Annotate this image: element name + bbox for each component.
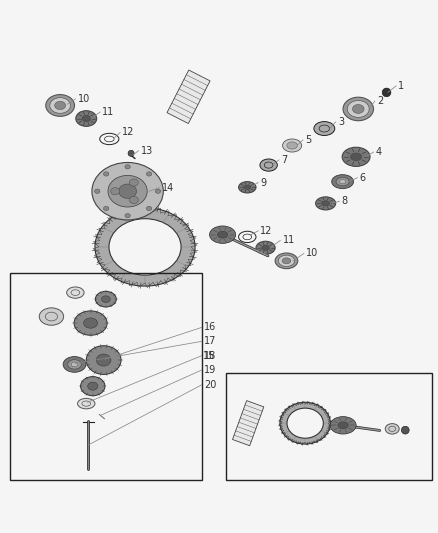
Ellipse shape: [119, 184, 137, 198]
Ellipse shape: [103, 206, 109, 211]
Ellipse shape: [209, 226, 236, 244]
Ellipse shape: [262, 245, 269, 251]
Ellipse shape: [68, 360, 81, 369]
Bar: [226, 373, 432, 480]
Ellipse shape: [278, 255, 295, 266]
Text: 8: 8: [342, 196, 348, 206]
Text: 14: 14: [162, 183, 174, 193]
Ellipse shape: [129, 179, 138, 186]
Ellipse shape: [264, 162, 273, 168]
Ellipse shape: [125, 165, 130, 169]
Ellipse shape: [389, 426, 396, 431]
Text: 17: 17: [204, 336, 216, 346]
Ellipse shape: [39, 308, 64, 325]
Ellipse shape: [81, 377, 105, 396]
Text: 10: 10: [78, 94, 90, 104]
Ellipse shape: [338, 422, 348, 429]
Ellipse shape: [350, 153, 362, 160]
Text: 10: 10: [306, 248, 318, 259]
Text: 16: 16: [204, 322, 216, 333]
Ellipse shape: [82, 401, 91, 406]
Ellipse shape: [86, 346, 121, 375]
Ellipse shape: [336, 177, 349, 186]
Ellipse shape: [260, 159, 277, 171]
Ellipse shape: [46, 312, 57, 321]
Ellipse shape: [330, 417, 356, 434]
Ellipse shape: [74, 311, 107, 335]
Text: 3: 3: [338, 117, 344, 127]
Circle shape: [128, 150, 134, 156]
Ellipse shape: [67, 287, 84, 298]
Ellipse shape: [95, 189, 100, 193]
Ellipse shape: [332, 175, 353, 189]
Ellipse shape: [71, 362, 78, 367]
Ellipse shape: [342, 147, 370, 166]
Ellipse shape: [353, 104, 364, 114]
Circle shape: [401, 426, 409, 434]
Ellipse shape: [280, 402, 330, 444]
Ellipse shape: [343, 97, 374, 120]
Ellipse shape: [239, 182, 256, 193]
Text: 15: 15: [203, 351, 215, 361]
Ellipse shape: [321, 201, 330, 206]
Text: 13: 13: [141, 146, 153, 156]
Ellipse shape: [50, 98, 71, 114]
Ellipse shape: [217, 231, 228, 238]
Ellipse shape: [88, 382, 98, 390]
Text: 1: 1: [398, 81, 404, 91]
Ellipse shape: [63, 357, 86, 372]
Ellipse shape: [275, 253, 298, 269]
Ellipse shape: [244, 185, 251, 190]
Ellipse shape: [316, 197, 336, 210]
Ellipse shape: [347, 101, 369, 117]
Text: 5: 5: [305, 135, 311, 145]
Ellipse shape: [287, 142, 297, 149]
Text: 11: 11: [102, 107, 115, 117]
Ellipse shape: [129, 196, 138, 204]
Text: 20: 20: [204, 380, 216, 390]
Ellipse shape: [146, 172, 152, 176]
Text: 11: 11: [283, 236, 295, 245]
Ellipse shape: [82, 115, 90, 122]
Circle shape: [382, 88, 391, 97]
Ellipse shape: [146, 206, 152, 211]
Ellipse shape: [103, 172, 109, 176]
Text: 6: 6: [360, 173, 366, 183]
Ellipse shape: [46, 94, 74, 116]
Ellipse shape: [78, 398, 95, 409]
Ellipse shape: [95, 292, 116, 307]
Ellipse shape: [71, 290, 80, 295]
Ellipse shape: [283, 139, 302, 152]
Ellipse shape: [319, 125, 329, 132]
Ellipse shape: [108, 175, 147, 207]
Ellipse shape: [109, 219, 181, 275]
Ellipse shape: [282, 258, 291, 264]
Ellipse shape: [96, 354, 111, 366]
Ellipse shape: [125, 214, 130, 218]
Text: 19: 19: [204, 365, 216, 375]
Ellipse shape: [287, 408, 323, 438]
Ellipse shape: [92, 163, 163, 220]
Ellipse shape: [385, 424, 399, 434]
Ellipse shape: [339, 180, 346, 184]
Text: 4: 4: [376, 147, 382, 157]
Text: 18: 18: [204, 351, 216, 361]
Text: 2: 2: [377, 96, 383, 106]
Ellipse shape: [55, 101, 66, 110]
Ellipse shape: [314, 122, 335, 135]
Ellipse shape: [256, 241, 275, 254]
Ellipse shape: [95, 208, 195, 286]
Text: 9: 9: [260, 177, 266, 188]
Ellipse shape: [155, 189, 161, 193]
Polygon shape: [233, 401, 264, 446]
Ellipse shape: [76, 111, 97, 126]
Ellipse shape: [102, 296, 110, 302]
Bar: [10, 273, 201, 480]
Ellipse shape: [84, 318, 98, 328]
Text: 12: 12: [122, 127, 135, 138]
Text: 12: 12: [260, 226, 273, 236]
Ellipse shape: [111, 188, 120, 195]
Polygon shape: [167, 70, 210, 124]
Text: 7: 7: [281, 155, 287, 165]
